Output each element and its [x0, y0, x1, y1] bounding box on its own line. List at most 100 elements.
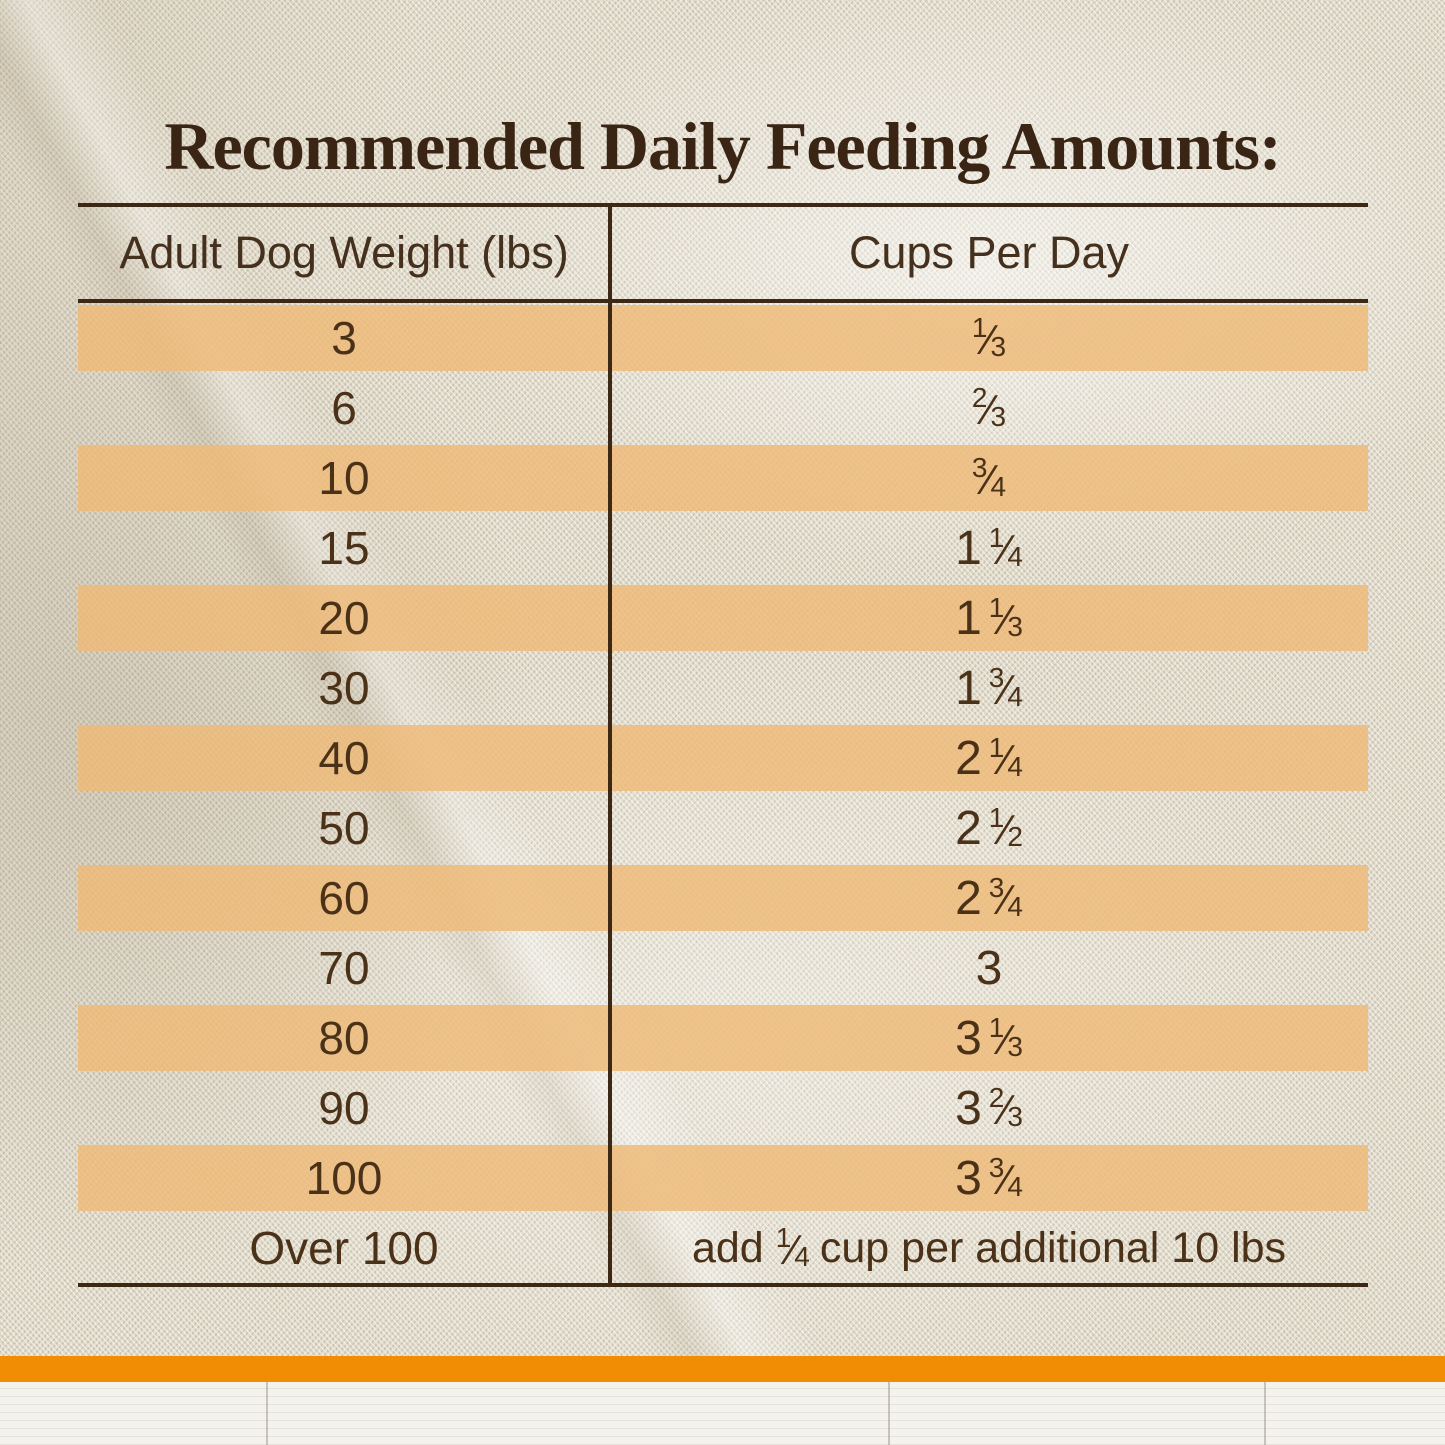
cups-whole-number: 3 [955, 1151, 982, 1205]
cups-cell: 1 3⁄4 [610, 661, 1368, 716]
table-row: 50 2 1⁄2 [78, 793, 1368, 863]
wood-plank-background [0, 1382, 1445, 1445]
cups-fraction: 1⁄3 [989, 1011, 1023, 1066]
fraction-denominator: 3 [1007, 1100, 1023, 1132]
fraction-denominator: 4 [1007, 890, 1023, 922]
orange-accent-bar [0, 1356, 1445, 1382]
fraction-denominator: 3 [1007, 610, 1023, 642]
fraction-numerator: 1 [775, 1221, 792, 1253]
feeding-table: Adult Dog Weight (lbs) Cups Per Day 3 1⁄3… [78, 203, 1368, 1287]
table-row: Over 100 add 1⁄4 cup per additional 10 lbs [78, 1213, 1368, 1283]
weight-value: 3 [331, 312, 357, 364]
weight-value: 90 [318, 1082, 370, 1134]
fraction-numerator: 1 [971, 311, 988, 343]
fraction-numerator: 1 [988, 731, 1005, 763]
weight-value: 20 [318, 592, 370, 644]
table-row: 100 3 3⁄4 [78, 1143, 1368, 1213]
cups-column-header: Cups Per Day [848, 227, 1130, 278]
fraction-denominator: 2 [1007, 820, 1023, 852]
fraction-denominator: 4 [990, 470, 1007, 502]
cups-cell: 3⁄4 [610, 451, 1368, 506]
fraction-denominator: 3 [1007, 1030, 1023, 1062]
cups-text-prefix: add [691, 1223, 764, 1272]
cups-whole-number: 3 [975, 941, 1003, 995]
weight-cell: 70 [78, 941, 610, 995]
fraction-slash: ⁄ [1002, 875, 1010, 923]
table-row: 80 3 1⁄3 [78, 1003, 1368, 1073]
fraction-denominator: 4 [794, 1240, 810, 1272]
fraction-denominator: 4 [1007, 750, 1023, 782]
cups-cell: 3 1⁄3 [610, 1011, 1368, 1066]
table-row: 90 3 2⁄3 [78, 1073, 1368, 1143]
weight-value: Over 100 [249, 1222, 439, 1274]
fraction-numerator: 3 [988, 871, 1005, 903]
page-title: Recommended Daily Feeding Amounts: [164, 107, 1281, 184]
weight-value: 50 [318, 802, 370, 854]
cups-fraction: 3⁄4 [989, 871, 1023, 926]
cups-fraction: 3⁄4 [989, 1151, 1023, 1206]
linen-fabric-background [0, 0, 1445, 1356]
weight-cell: 20 [78, 591, 610, 645]
fraction-slash: ⁄ [1002, 665, 1010, 713]
weight-cell: Over 100 [78, 1221, 610, 1275]
table-row: 30 1 3⁄4 [78, 653, 1368, 723]
cups-whole-number: 3 [955, 1011, 982, 1065]
weight-cell: 80 [78, 1011, 610, 1065]
weight-value: 60 [318, 872, 370, 924]
cups-fraction: 1⁄4 [776, 1221, 810, 1276]
fraction-numerator: 1 [988, 591, 1005, 623]
weight-cell: 90 [78, 1081, 610, 1135]
weight-value: 15 [318, 522, 370, 574]
fraction-numerator: 1 [988, 521, 1005, 553]
table-bottom-border [78, 1283, 1368, 1287]
fraction-slash: ⁄ [1002, 1085, 1010, 1133]
cups-whole-number: 1 [955, 591, 982, 645]
fraction-numerator: 1 [988, 801, 1005, 833]
cups-whole-number: 3 [955, 1081, 982, 1135]
cups-cell: 1 1⁄3 [610, 591, 1368, 646]
fraction-slash: ⁄ [1002, 735, 1010, 783]
table-row: 40 2 1⁄4 [78, 723, 1368, 793]
weight-value: 80 [318, 1012, 370, 1064]
cups-whole-number: 1 [955, 661, 982, 715]
fraction-denominator: 3 [990, 330, 1007, 362]
fraction-denominator: 4 [1007, 540, 1023, 572]
fraction-denominator: 4 [1007, 680, 1023, 712]
cups-cell: 2 1⁄4 [610, 731, 1368, 786]
cups-text-suffix: cup per additional 10 lbs [819, 1223, 1287, 1272]
fraction-numerator: 2 [988, 1081, 1005, 1113]
cups-fraction: 1⁄4 [989, 731, 1023, 786]
table-row: 10 3⁄4 [78, 443, 1368, 513]
weight-value: 70 [318, 942, 370, 994]
cups-cell: 3 2⁄3 [610, 1081, 1368, 1136]
cups-whole-number: 2 [955, 801, 982, 855]
table-header-row: Adult Dog Weight (lbs) Cups Per Day [78, 207, 1368, 299]
table-row: 20 1 1⁄3 [78, 583, 1368, 653]
cups-cell: 2⁄3 [610, 381, 1368, 436]
table-row: 6 2⁄3 [78, 373, 1368, 443]
table-row: 70 3 [78, 933, 1368, 1003]
cups-fraction: 2⁄3 [972, 381, 1006, 436]
cups-cell: 3 [610, 941, 1368, 996]
fraction-slash: ⁄ [1002, 805, 1010, 853]
cups-fraction: 3⁄4 [972, 451, 1006, 506]
fraction-slash: ⁄ [1002, 1015, 1010, 1063]
cups-cell: 2 3⁄4 [610, 871, 1368, 926]
cups-fraction: 1⁄3 [989, 591, 1023, 646]
cups-cell: add 1⁄4 cup per additional 10 lbs [610, 1221, 1368, 1276]
cups-fraction: 1⁄2 [989, 801, 1023, 856]
fraction-slash: ⁄ [985, 315, 993, 363]
weight-cell: 10 [78, 451, 610, 505]
weight-cell: 30 [78, 661, 610, 715]
cups-fraction: 2⁄3 [989, 1081, 1023, 1136]
cups-cell: 1 1⁄4 [610, 521, 1368, 576]
cups-fraction: 3⁄4 [989, 661, 1023, 716]
fraction-slash: ⁄ [1002, 595, 1010, 643]
fraction-numerator: 3 [988, 1151, 1005, 1183]
cups-whole-number: 2 [955, 731, 982, 785]
cups-cell: 2 1⁄2 [610, 801, 1368, 856]
fraction-slash: ⁄ [985, 455, 993, 503]
fraction-numerator: 3 [988, 661, 1005, 693]
table-row: 3 1⁄3 [78, 303, 1368, 373]
